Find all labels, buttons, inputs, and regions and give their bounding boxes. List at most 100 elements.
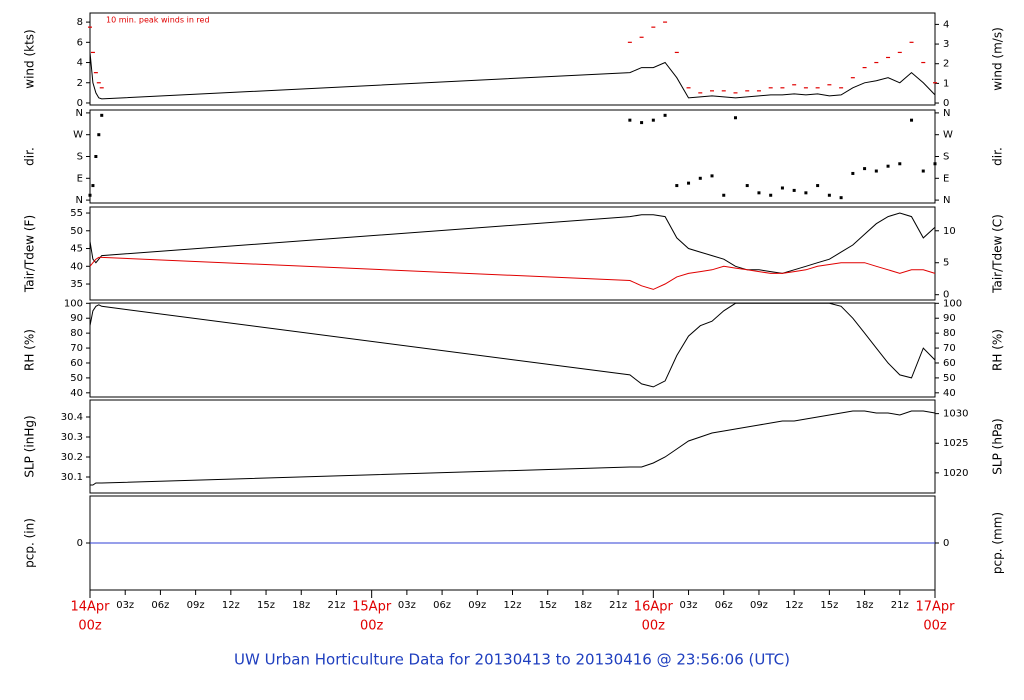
panel-frame: [89, 399, 936, 494]
y-tick-label: 30.2: [61, 452, 83, 463]
direction-dot: [757, 191, 761, 195]
y-axis-label: dir.: [23, 147, 37, 166]
y-tick-label: 0: [77, 98, 83, 109]
x-tick-label: 18z: [292, 600, 310, 611]
direction-dot: [933, 162, 937, 166]
y2-tick-label: 0: [943, 538, 949, 549]
direction-dot: [839, 196, 843, 200]
annotation: 10 min. peak winds in red: [106, 16, 210, 25]
y-tick-label: W: [73, 130, 83, 141]
y-tick-label: 2: [77, 78, 83, 89]
direction-dot: [921, 169, 925, 173]
direction-dot: [863, 167, 867, 171]
y2-tick-label: 1020: [943, 468, 968, 479]
panel-frame: [89, 302, 936, 398]
y-tick-label: 55: [70, 208, 83, 219]
y-tick-label: 30.1: [61, 472, 83, 483]
direction-dot: [769, 193, 773, 197]
y2-tick-label: 100: [943, 298, 962, 309]
x-major-sublabel: 00z: [642, 619, 666, 634]
y2-tick-label: 3: [943, 39, 949, 50]
y2-tick-label: S: [943, 152, 949, 163]
y2-axis-label: pcp. (mm): [991, 512, 1005, 574]
y2-tick-label: 1025: [943, 438, 968, 449]
y-tick-label: 30.3: [61, 432, 83, 443]
x-tick-label: 03z: [398, 600, 416, 611]
y-axis-label: SLP (inHg): [23, 415, 37, 477]
y-tick-label: 8: [77, 17, 83, 28]
y2-axis-label: RH (%): [991, 329, 1005, 371]
data-line: [90, 410, 936, 486]
y-tick-label: 35: [70, 279, 83, 290]
direction-dot: [792, 188, 796, 192]
y2-axis-label: dir.: [991, 147, 1005, 166]
y2-tick-label: 1: [943, 78, 949, 89]
x-tick-label: 03z: [680, 600, 698, 611]
y2-tick-label: 2: [943, 59, 949, 70]
data-line: [89, 256, 936, 290]
y-tick-label: 40: [70, 388, 83, 399]
data-line: [89, 302, 936, 388]
direction-dot: [88, 193, 92, 197]
y-tick-label: 45: [70, 244, 83, 255]
direction-dot: [651, 118, 655, 122]
x-tick-label: 21z: [891, 600, 909, 611]
y2-tick-label: 70: [943, 343, 956, 354]
x-tick-label: 18z: [856, 600, 874, 611]
x-tick-label: 06z: [151, 600, 169, 611]
y2-tick-label: W: [943, 130, 953, 141]
y-tick-label: 40: [70, 261, 83, 272]
panel-frame: [89, 12, 936, 106]
x-tick-label: 09z: [750, 600, 768, 611]
x-major-label: 14Apr: [70, 600, 110, 615]
y-tick-label: 90: [70, 313, 83, 324]
panel-frame: [89, 206, 936, 301]
y2-tick-label: 0: [943, 98, 949, 109]
direction-dot: [780, 186, 784, 190]
y2-axis-label: Tair/Tdew (C): [991, 214, 1005, 294]
x-tick-label: 21z: [327, 600, 345, 611]
x-major-sublabel: 00z: [360, 619, 384, 634]
direction-dot: [94, 155, 98, 158]
direction-dot: [698, 176, 702, 180]
direction-dot: [733, 116, 737, 120]
direction-dot: [898, 162, 902, 166]
y2-tick-label: 4: [943, 19, 949, 30]
x-major-sublabel: 00z: [923, 619, 947, 634]
direction-dot: [663, 113, 667, 117]
x-tick-label: 06z: [433, 600, 451, 611]
direction-dot: [874, 169, 878, 173]
y2-axis-label: SLP (hPa): [991, 418, 1005, 474]
y2-tick-label: 10: [943, 226, 956, 237]
x-tick-label: 09z: [468, 600, 486, 611]
direction-dot: [687, 181, 691, 185]
direction-dot: [910, 118, 914, 122]
y2-tick-label: 5: [943, 258, 949, 269]
y-tick-label: 70: [70, 343, 83, 354]
direction-dot: [804, 191, 808, 195]
direction-dot: [710, 174, 714, 178]
x-major-sublabel: 00z: [78, 619, 102, 634]
direction-dot: [886, 164, 890, 168]
y2-tick-label: 60: [943, 358, 956, 369]
y-tick-label: 6: [77, 37, 83, 48]
y-axis-label: RH (%): [23, 329, 37, 371]
y-axis-label: pcp. (in): [23, 518, 37, 568]
x-tick-label: 03z: [116, 600, 134, 611]
y-tick-label: 80: [70, 328, 83, 339]
y-tick-label: 30.4: [61, 412, 83, 423]
y2-tick-label: 1030: [943, 409, 968, 420]
x-major-label: 17Apr: [915, 600, 955, 615]
x-tick-label: 06z: [715, 600, 733, 611]
direction-dot: [640, 121, 644, 125]
direction-dot: [675, 184, 679, 188]
direction-dot: [816, 184, 820, 188]
y-tick-label: 4: [77, 58, 83, 69]
direction-dot: [851, 171, 855, 175]
direction-dot: [722, 193, 726, 197]
y2-tick-label: 80: [943, 328, 956, 339]
y-axis-label: wind (kts): [23, 29, 37, 88]
y2-tick-label: N: [943, 195, 950, 206]
x-major-label: 15Apr: [352, 600, 392, 615]
